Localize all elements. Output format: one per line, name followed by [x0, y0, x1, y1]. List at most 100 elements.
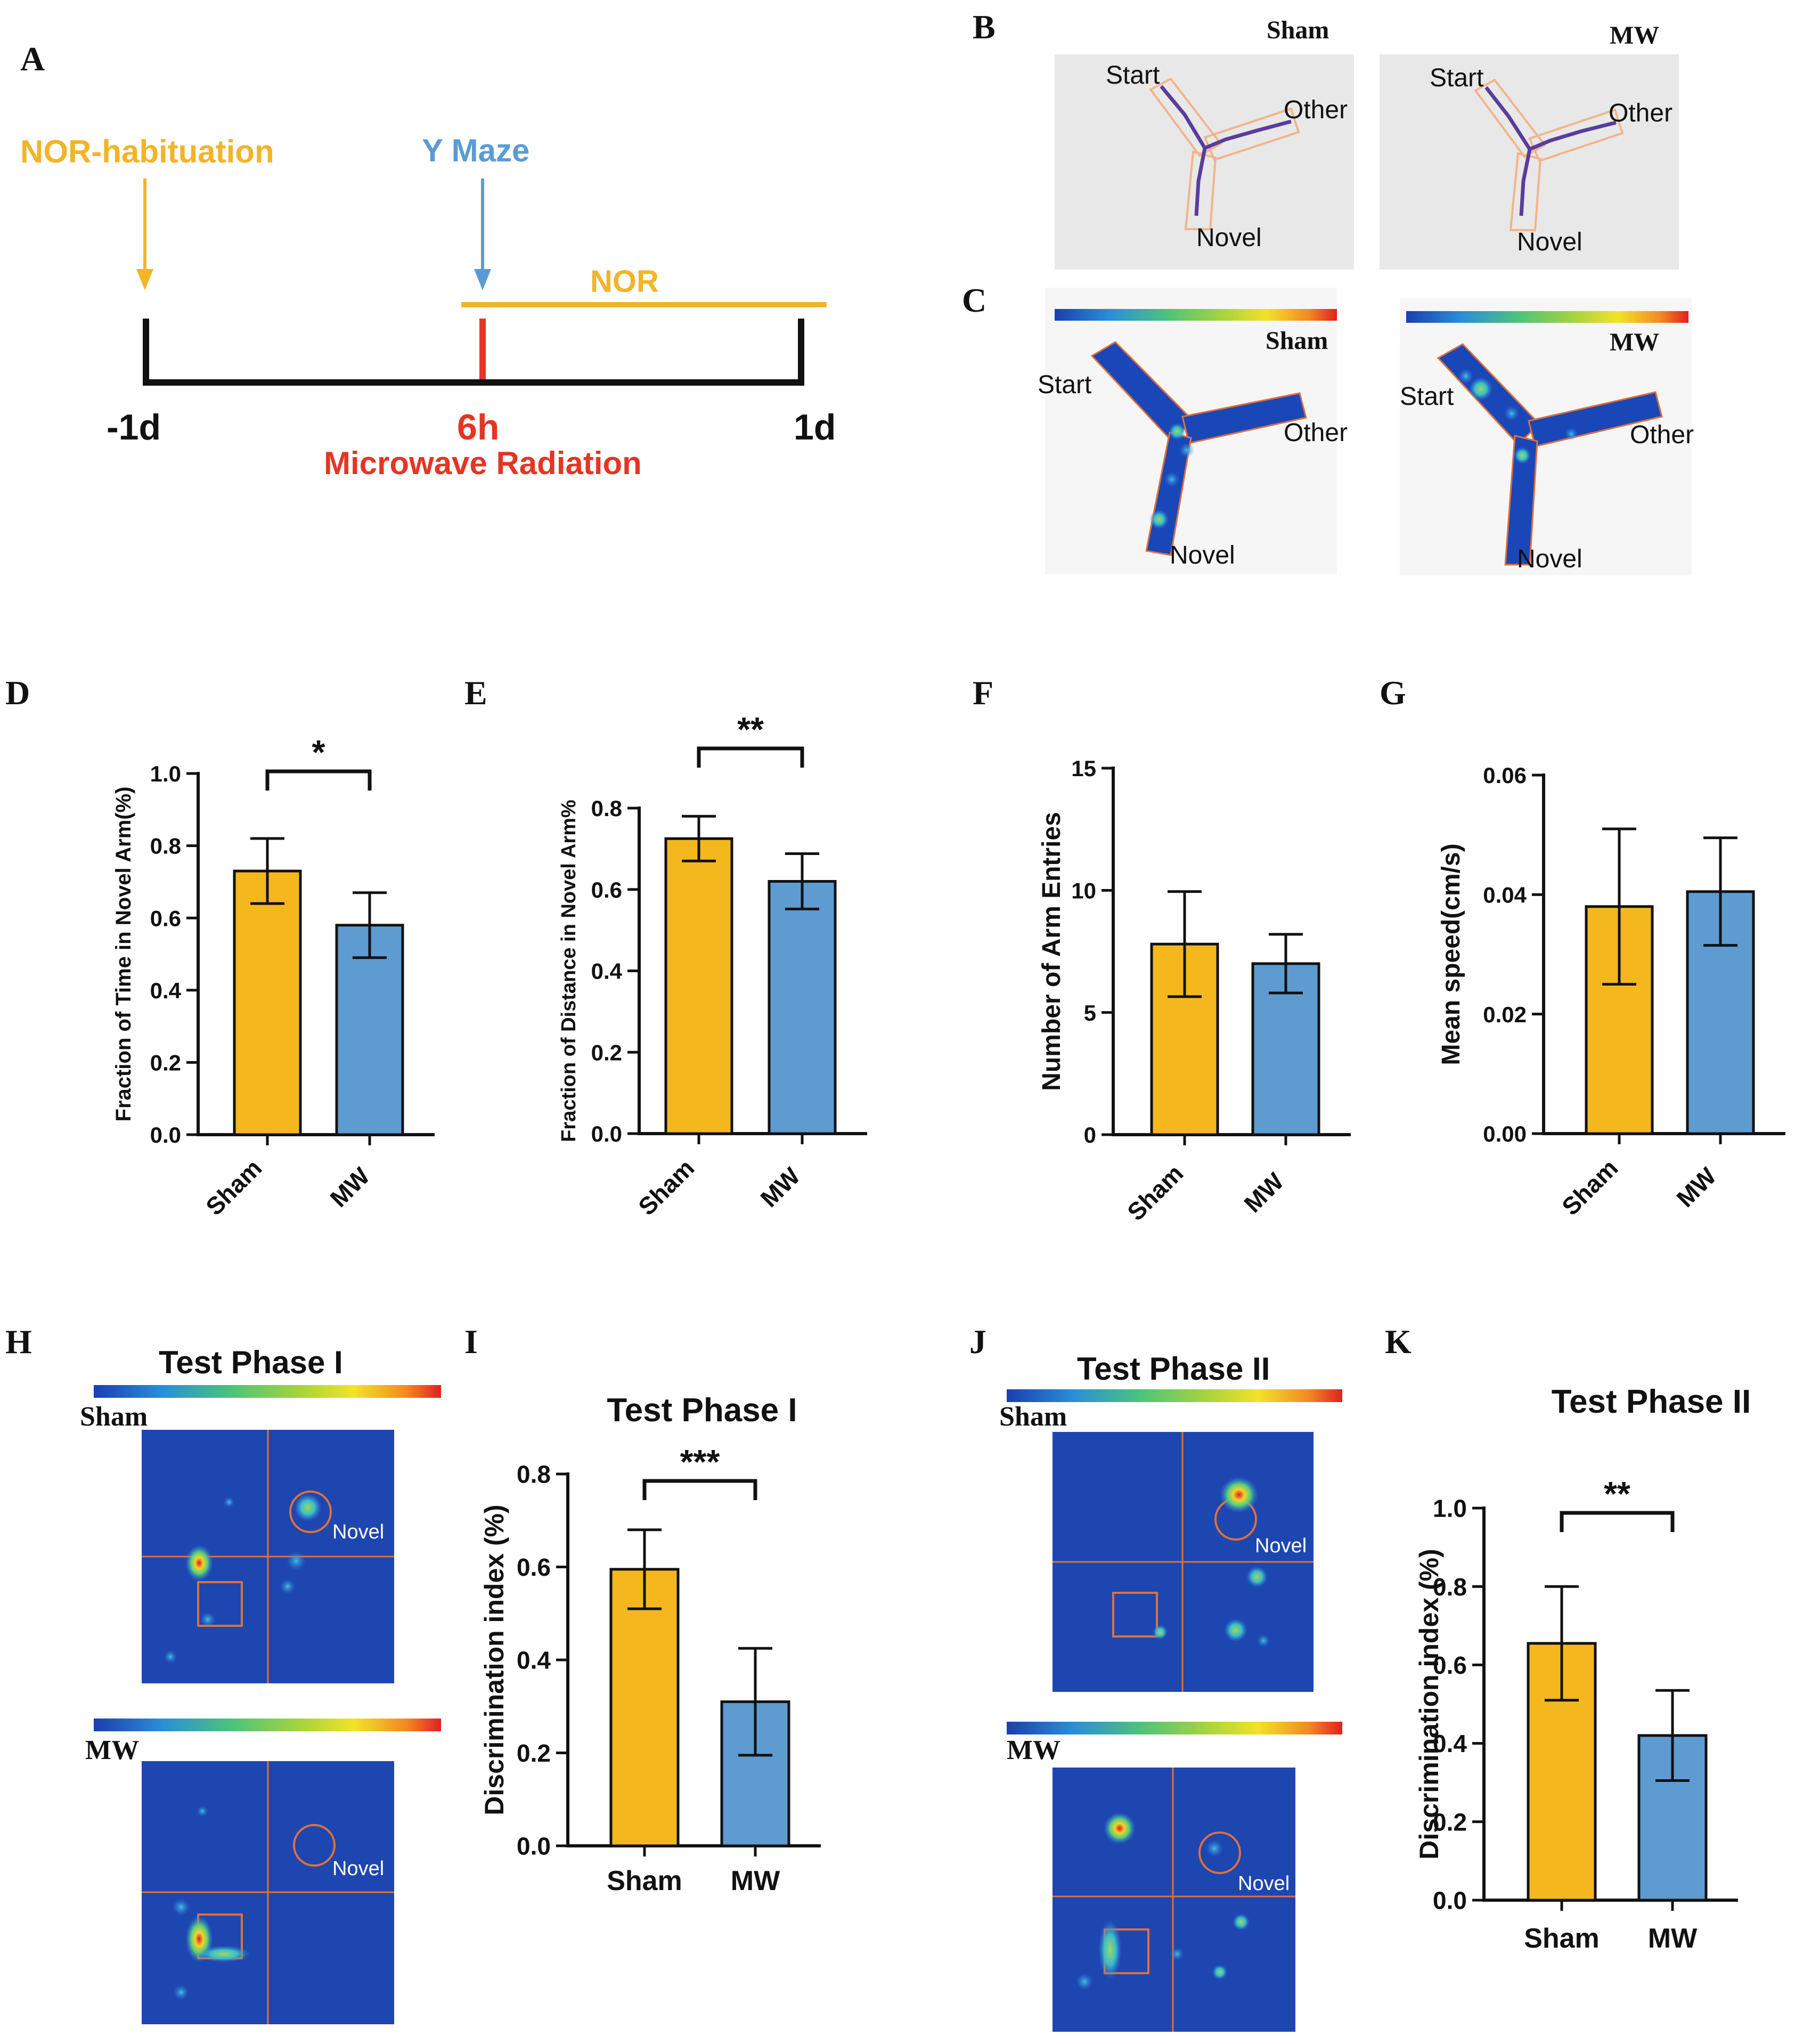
y-tick-label: 0 [1084, 1122, 1096, 1147]
j-sham-label: Sham [999, 1402, 1067, 1432]
y-tick-label: 0.4 [1433, 1730, 1467, 1757]
significance-label: ** [1604, 1475, 1630, 1513]
y-tick-label: 0.4 [517, 1647, 551, 1674]
x-category-label: MW [1671, 1162, 1722, 1212]
j-mw-arena: Novel [1053, 1768, 1295, 2032]
significance-label: ** [737, 710, 764, 748]
panel-letter-h: H [5, 1323, 32, 1361]
significance-bracket [1560, 1511, 1675, 1532]
bar-sham [664, 837, 733, 1135]
y-axis-label: Fraction of Time in Novel Arm(%) [112, 787, 135, 1122]
day-6h: 6h [457, 407, 499, 447]
chart-i: Test Phase I 0.0 0.2 0.4 0.6 0.8 Discriminatio… [479, 1392, 821, 1896]
heat-start-sham: Start [1038, 371, 1091, 399]
y-tick-label: 0.4 [591, 959, 623, 984]
panel-letter-e: E [464, 674, 487, 712]
bar-mw [768, 880, 837, 1135]
sham-trace-image: Start Other Novel [1055, 54, 1354, 270]
colorbar-c-mw [1406, 311, 1688, 323]
mw-label-b: MW [1610, 21, 1659, 50]
h-sham-arena: Novel [142, 1430, 394, 1683]
trace-other-sham: Other [1284, 96, 1348, 124]
panel-letter-d: D [5, 674, 30, 712]
significance-bracket [265, 769, 372, 791]
y-tick-label: 0.2 [517, 1739, 551, 1767]
y-tick-label: 0.2 [150, 1050, 181, 1076]
heatmap-mw-label-c: MW [1610, 328, 1659, 356]
y-tick-label: 0.00 [1483, 1121, 1527, 1146]
panel-c: C Sham Start Other Novel MW [962, 281, 1694, 575]
y-tick-label: 1.0 [150, 761, 181, 786]
x-category-label: Sham [1556, 1154, 1623, 1220]
phase2-map-title: Test Phase II [1077, 1351, 1270, 1387]
habituation-arrowhead [136, 269, 153, 290]
heat-novel-mw: Novel [1517, 545, 1582, 573]
trace-start-mw: Start [1430, 64, 1483, 92]
h-sham-novel: Novel [332, 1521, 384, 1543]
panel-j: J Test Phase II Sham Novel MW [969, 1323, 1342, 2032]
sham-label-b: Sham [1267, 16, 1329, 44]
y-tick-label: 0.0 [517, 1833, 551, 1860]
mw-trace-image: Start Other Novel [1380, 54, 1679, 270]
y-tick-label: 0.6 [591, 877, 622, 902]
trace-start-sham: Start [1106, 61, 1160, 89]
chart-g: 0.00 0.02 0.04 0.06 Mean speed(cm/s) Sham MW [1437, 763, 1785, 1220]
trace-novel-sham: Novel [1196, 224, 1262, 252]
significance-label: * [312, 733, 325, 771]
y-tick-label: 0.6 [150, 906, 181, 931]
chart-e: 0.0 0.2 0.4 0.6 0.8 Fraction of Distance in N… [558, 710, 867, 1220]
y-tick-label: 1.0 [1433, 1495, 1467, 1522]
bar-charts: 0.0 0.2 0.4 0.6 0.8 1.0 Fraction of Time in No… [112, 710, 1785, 1954]
panel-b: B Sham MW Start Other Novel Start [973, 8, 1679, 270]
y-axis-label: Mean speed(cm/s) [1437, 843, 1465, 1065]
panel-letter-a: A [20, 40, 45, 78]
j-sham-arena: Novel [1053, 1432, 1314, 1692]
bar-mw [335, 924, 404, 1136]
j-mw-novel: Novel [1238, 1872, 1290, 1895]
habituation-label: NOR-habituation [20, 134, 274, 169]
y-axis-label: Fraction of Distance in Novel Arm% [558, 800, 580, 1142]
x-category-label: Sham [1524, 1923, 1600, 1954]
y-tick-label: 0.0 [1433, 1887, 1467, 1915]
panel-letter-b: B [973, 8, 996, 46]
x-category-label: MW [1238, 1167, 1289, 1218]
chart-f: 0 5 10 15 Number of Arm Entries Sham MW [1038, 756, 1351, 1226]
panel-letter-j: J [969, 1323, 986, 1361]
y-tick-label: 0.6 [1433, 1651, 1467, 1679]
chart-d: 0.0 0.2 0.4 0.6 0.8 1.0 Fraction of Time in No… [112, 733, 435, 1220]
panel-letter-g: G [1380, 674, 1406, 712]
y-tick-label: 0.8 [517, 1461, 551, 1488]
x-category-label: MW [1648, 1923, 1698, 1954]
h-mw-novel: Novel [332, 1858, 384, 1880]
chart-title: Test Phase I [607, 1392, 797, 1429]
x-category-label: Sham [633, 1154, 699, 1220]
y-tick-label: 0.02 [1483, 1002, 1527, 1027]
trace-other-mw: Other [1609, 99, 1673, 127]
y-tick-label: 15 [1071, 756, 1096, 781]
colorbar-j-mw [1007, 1722, 1342, 1734]
h-mw-label: MW [85, 1735, 139, 1765]
h-sham-label: Sham [80, 1402, 148, 1432]
y-tick-label: 0.4 [150, 978, 182, 1003]
colorbar-h-sham [94, 1385, 441, 1398]
y-tick-label: 0.8 [150, 834, 181, 859]
y-tick-label: 0.0 [591, 1121, 622, 1146]
ymaze-label: Y Maze [422, 133, 529, 168]
colorbar-j-sham [1007, 1389, 1342, 1402]
day-minus-1d: -1d [107, 407, 161, 447]
significance-label: *** [680, 1443, 720, 1481]
phase1-map-title: Test Phase I [159, 1345, 343, 1380]
y-tick-label: 0.2 [1433, 1808, 1467, 1836]
y-tick-label: 0.2 [591, 1040, 622, 1065]
y-axis-label: Discrimination index (%) [1414, 1549, 1444, 1859]
colorbar-h-mw [94, 1719, 441, 1731]
sham-heatmap-image: Sham Start Other Novel [1038, 288, 1348, 574]
nor-label: NOR [590, 264, 659, 299]
j-mw-label: MW [1007, 1735, 1060, 1765]
y-tick-label: 0.6 [517, 1553, 551, 1581]
bar-sham [233, 869, 302, 1136]
ymaze-arrowhead [474, 269, 491, 290]
chart-k: Test Phase II 0.0 0.2 0.4 0.6 0.8 1.0 Discrimin… [1414, 1383, 1751, 1954]
panel-letter-f: F [973, 674, 993, 712]
